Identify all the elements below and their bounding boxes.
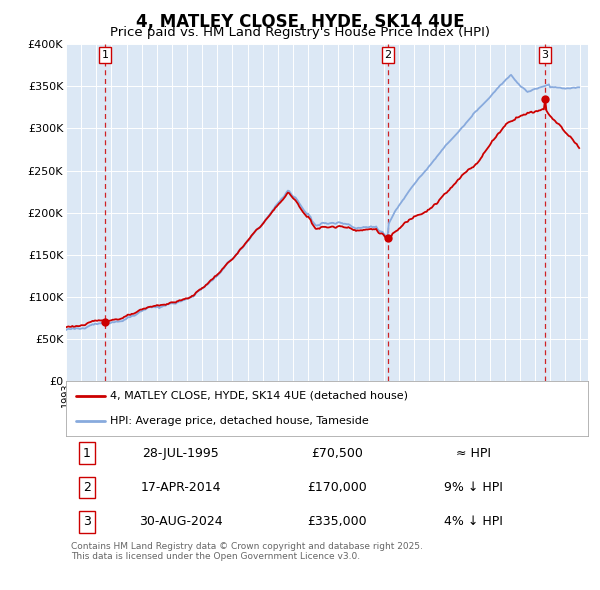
Text: 2: 2 (83, 481, 91, 494)
Text: 4, MATLEY CLOSE, HYDE, SK14 4UE: 4, MATLEY CLOSE, HYDE, SK14 4UE (136, 13, 464, 31)
Text: 1: 1 (83, 447, 91, 460)
Text: Price paid vs. HM Land Registry's House Price Index (HPI): Price paid vs. HM Land Registry's House … (110, 26, 490, 39)
Text: 28-JUL-1995: 28-JUL-1995 (142, 447, 219, 460)
Text: ≈ HPI: ≈ HPI (455, 447, 491, 460)
Text: 30-AUG-2024: 30-AUG-2024 (139, 515, 223, 528)
Text: 1: 1 (101, 50, 109, 60)
Text: £170,000: £170,000 (308, 481, 367, 494)
Text: HPI: Average price, detached house, Tameside: HPI: Average price, detached house, Tame… (110, 416, 369, 426)
Text: 2: 2 (385, 50, 392, 60)
Text: £70,500: £70,500 (311, 447, 364, 460)
Text: 4, MATLEY CLOSE, HYDE, SK14 4UE (detached house): 4, MATLEY CLOSE, HYDE, SK14 4UE (detache… (110, 391, 409, 401)
Text: 9% ↓ HPI: 9% ↓ HPI (444, 481, 503, 494)
Text: 3: 3 (83, 515, 91, 528)
Text: 4% ↓ HPI: 4% ↓ HPI (444, 515, 503, 528)
Text: Contains HM Land Registry data © Crown copyright and database right 2025.
This d: Contains HM Land Registry data © Crown c… (71, 542, 423, 561)
Text: £335,000: £335,000 (308, 515, 367, 528)
Text: 3: 3 (542, 50, 548, 60)
Text: 17-APR-2014: 17-APR-2014 (140, 481, 221, 494)
